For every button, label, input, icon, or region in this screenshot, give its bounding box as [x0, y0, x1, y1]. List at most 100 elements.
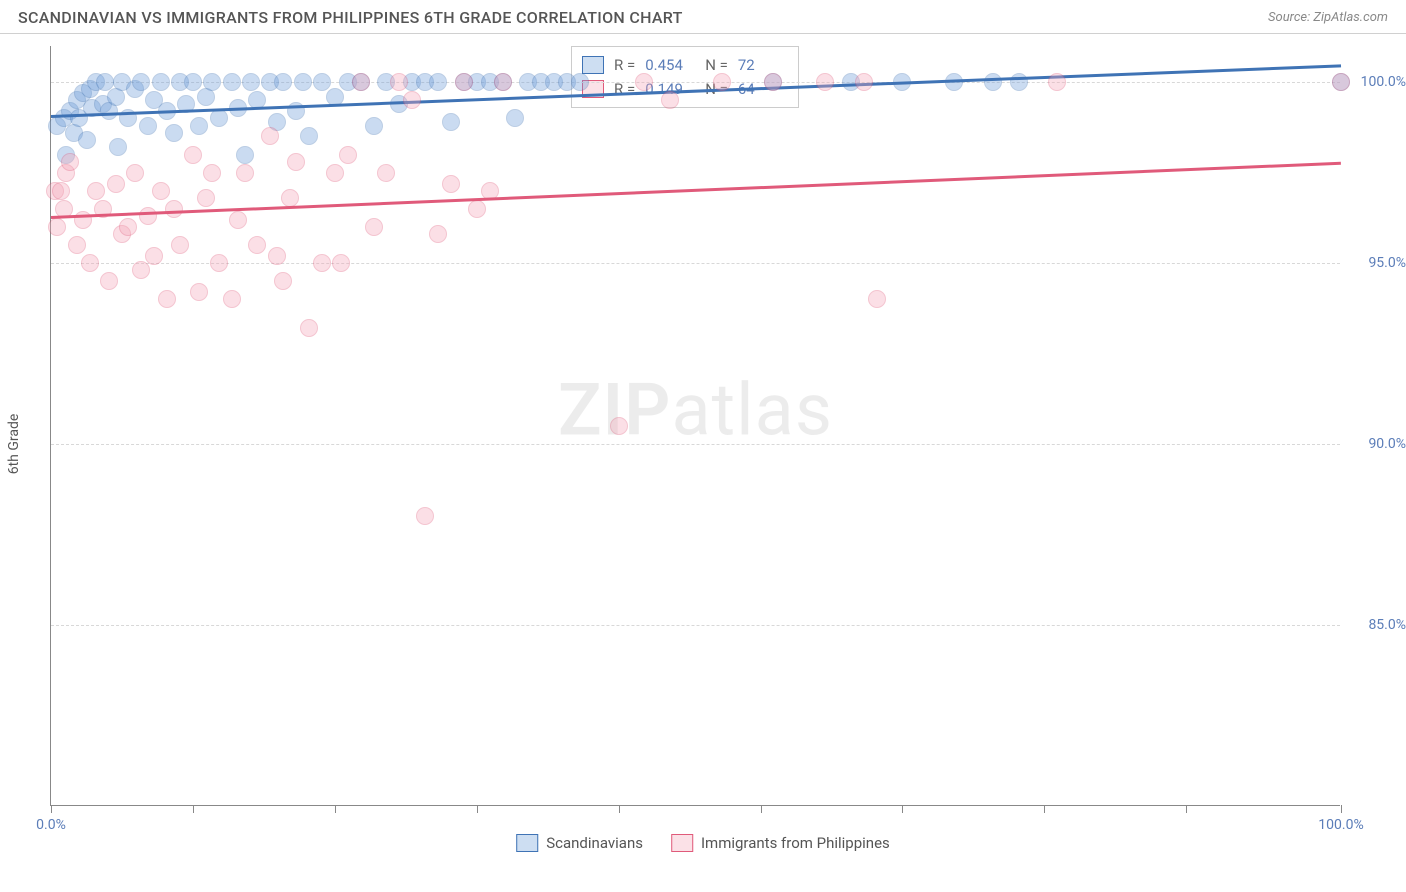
data-point — [268, 247, 286, 265]
data-point — [190, 117, 208, 135]
bottom-legend-item: Immigrants from Philippines — [671, 834, 890, 852]
data-point — [764, 73, 782, 91]
data-point — [109, 138, 127, 156]
data-point — [184, 73, 202, 91]
data-point — [610, 417, 628, 435]
data-point — [352, 73, 370, 91]
x-tick — [1186, 805, 1187, 813]
data-point — [261, 127, 279, 145]
legend-label: Scandinavians — [546, 834, 643, 852]
data-point — [210, 109, 228, 127]
data-point — [868, 290, 886, 308]
x-tick-label: 0.0% — [36, 817, 66, 833]
y-tick-label: 100.0% — [1346, 74, 1406, 90]
data-point — [152, 73, 170, 91]
data-point — [107, 175, 125, 193]
stat-label: R = — [614, 77, 635, 101]
data-point — [190, 283, 208, 301]
data-point — [429, 225, 447, 243]
data-point — [313, 73, 331, 91]
data-point — [1048, 73, 1066, 91]
y-tick-label: 95.0% — [1346, 255, 1406, 271]
data-point — [855, 73, 873, 91]
data-point — [274, 272, 292, 290]
x-tick — [1341, 805, 1342, 813]
data-point — [365, 218, 383, 236]
data-point — [165, 124, 183, 142]
legend-label: Immigrants from Philippines — [701, 834, 890, 852]
data-point — [816, 73, 834, 91]
stat-n-value: 72 — [738, 53, 788, 77]
data-point — [287, 153, 305, 171]
data-point — [332, 254, 350, 272]
x-tick-label: 100.0% — [1318, 817, 1363, 833]
data-point — [145, 247, 163, 265]
y-tick-label: 85.0% — [1346, 617, 1406, 633]
data-point — [365, 117, 383, 135]
data-point — [455, 73, 473, 91]
data-point — [313, 254, 331, 272]
legend-swatch — [516, 834, 538, 852]
data-point — [248, 236, 266, 254]
chart-header: SCANDINAVIAN VS IMMIGRANTS FROM PHILIPPI… — [0, 0, 1406, 34]
watermark: ZIPatlas — [558, 368, 833, 453]
chart-title: SCANDINAVIAN VS IMMIGRANTS FROM PHILIPPI… — [18, 8, 683, 27]
data-point — [87, 182, 105, 200]
gridline — [51, 625, 1340, 626]
data-point — [274, 73, 292, 91]
data-point — [984, 73, 1002, 91]
x-tick — [51, 805, 52, 813]
data-point — [571, 73, 589, 91]
data-point — [468, 200, 486, 218]
x-tick — [1044, 805, 1045, 813]
data-point — [139, 117, 157, 135]
data-point — [48, 218, 66, 236]
data-point — [661, 91, 679, 109]
data-point — [300, 127, 318, 145]
data-point — [1332, 73, 1350, 91]
legend-swatch — [582, 56, 604, 74]
data-point — [184, 146, 202, 164]
data-point — [339, 146, 357, 164]
chart-source: Source: ZipAtlas.com — [1268, 10, 1388, 25]
x-tick — [619, 805, 620, 813]
data-point — [442, 175, 460, 193]
data-point — [403, 91, 421, 109]
data-point — [236, 146, 254, 164]
data-point — [429, 73, 447, 91]
data-point — [171, 236, 189, 254]
data-point — [132, 73, 150, 91]
legend-swatch — [671, 834, 693, 852]
data-point — [494, 73, 512, 91]
gridline — [51, 444, 1340, 445]
data-point — [203, 73, 221, 91]
data-point — [165, 200, 183, 218]
data-point — [390, 73, 408, 91]
stat-label: R = — [614, 53, 635, 77]
x-tick — [902, 805, 903, 813]
data-point — [139, 207, 157, 225]
data-point — [229, 211, 247, 229]
y-tick-label: 90.0% — [1346, 436, 1406, 452]
data-point — [242, 73, 260, 91]
data-point — [223, 73, 241, 91]
stat-r-value: 0.454 — [645, 53, 695, 77]
data-point — [152, 182, 170, 200]
y-axis-label: 6th Grade — [6, 414, 22, 475]
data-point — [81, 254, 99, 272]
data-point — [326, 164, 344, 182]
plot-region: ZIPatlas R =0.454N =72R =0.149N =64 85.0… — [50, 46, 1340, 806]
data-point — [61, 153, 79, 171]
data-point — [506, 109, 524, 127]
data-point — [197, 189, 215, 207]
data-point — [119, 218, 137, 236]
data-point — [223, 290, 241, 308]
chart-area: 6th Grade ZIPatlas R =0.454N =72R =0.149… — [0, 34, 1406, 854]
x-tick — [335, 805, 336, 813]
data-point — [210, 254, 228, 272]
data-point — [300, 319, 318, 337]
data-point — [52, 182, 70, 200]
data-point — [236, 164, 254, 182]
data-point — [713, 73, 731, 91]
data-point — [158, 290, 176, 308]
